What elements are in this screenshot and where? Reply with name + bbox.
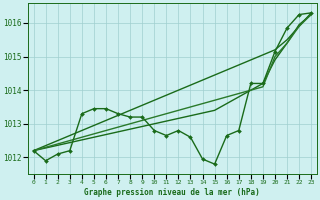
- X-axis label: Graphe pression niveau de la mer (hPa): Graphe pression niveau de la mer (hPa): [84, 188, 260, 197]
